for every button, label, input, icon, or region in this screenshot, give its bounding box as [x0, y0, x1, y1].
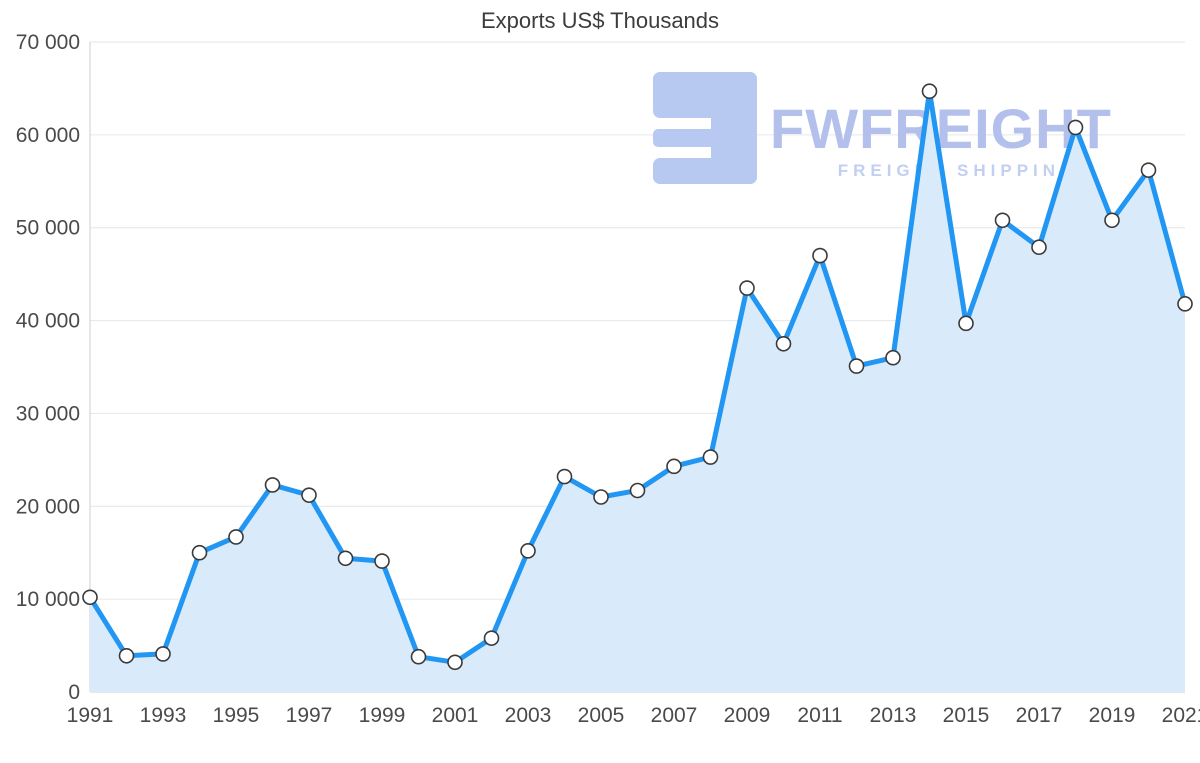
logo-top-arm — [653, 72, 757, 118]
data-point-marker — [1104, 212, 1120, 229]
axis-labels-layer: 0 10 000 20 000 30 000 40 000 50 000 60 000 70 … — [16, 31, 1200, 727]
y-axis-tick-label: 60 000 — [16, 124, 80, 147]
x-axis-tick-label: 2015 — [943, 704, 990, 727]
data-point-marker — [702, 449, 719, 465]
data-point-marker — [921, 83, 938, 100]
x-axis-tick-label: 2003 — [505, 704, 552, 727]
data-point-marker — [520, 543, 536, 559]
data-point-marker — [447, 654, 463, 671]
data-point-marker — [1031, 239, 1047, 256]
data-point-marker — [629, 482, 646, 499]
data-point-marker — [155, 646, 171, 662]
x-axis-tick-label: 2013 — [870, 704, 917, 727]
data-point-marker — [301, 487, 317, 503]
data-point-marker — [82, 589, 98, 606]
data-point-marker — [118, 647, 135, 664]
y-axis-tick-label: 10 000 — [16, 588, 80, 611]
data-point-marker — [1067, 119, 1084, 136]
x-axis-tick-label: 2005 — [578, 704, 625, 727]
x-axis-tick-label: 1995 — [213, 704, 260, 727]
y-axis-tick-label: 50 000 — [16, 217, 80, 240]
data-point-marker — [228, 529, 244, 545]
data-point-marker — [994, 212, 1011, 229]
area-fill — [90, 91, 1185, 692]
data-point-marker — [848, 358, 865, 374]
data-point-marker — [556, 468, 573, 485]
x-axis-tick-label: 2019 — [1089, 704, 1136, 727]
x-axis-tick-label: 2007 — [651, 704, 698, 727]
y-axis-tick-label: 40 000 — [16, 310, 80, 333]
data-point-marker — [1140, 162, 1157, 178]
data-point-marker — [191, 544, 208, 561]
watermark: FWFREIGHT FREIGHT SHIPPING — [653, 72, 1111, 184]
logo-bottom-arm — [653, 158, 757, 184]
y-axis-tick-label: 30 000 — [16, 402, 80, 425]
x-axis-tick-label: 2011 — [797, 704, 842, 727]
data-point-marker — [739, 280, 755, 296]
data-point-marker — [337, 550, 354, 567]
chart-title: Exports US$ Thousands — [480, 8, 720, 33]
watermark-tagline: FREIGHT SHIPPING — [838, 161, 1079, 180]
data-point-marker — [410, 648, 427, 665]
x-axis-tick-label: 1999 — [359, 704, 406, 727]
x-axis-tick-label: 2009 — [724, 704, 771, 727]
x-axis-tick-label: 2017 — [1016, 704, 1063, 727]
y-axis-tick-label: 20 000 — [16, 495, 80, 518]
data-point-marker — [1177, 296, 1193, 312]
data-point-marker — [666, 458, 682, 475]
y-axis-tick-label: 70 000 — [16, 31, 80, 54]
x-axis-tick-label: 2021 — [1162, 704, 1200, 727]
x-axis-tick-label: 2001 — [432, 704, 479, 727]
logo-middle-arm — [653, 129, 757, 147]
x-axis-tick-label: 1997 — [286, 704, 333, 727]
data-point-marker — [958, 315, 974, 332]
x-axis-tick-label: 1991 — [67, 704, 114, 727]
x-axis-tick-label: 1993 — [140, 704, 187, 727]
data-point-marker — [885, 349, 901, 366]
data-point-marker — [812, 247, 828, 264]
y-axis-tick-label: 0 — [68, 681, 80, 704]
data-point-marker — [374, 553, 390, 569]
data-point-marker — [483, 630, 500, 646]
series-layer — [82, 83, 1193, 692]
data-point-marker — [264, 477, 281, 493]
data-point-marker — [775, 335, 792, 352]
fwfreight-logo-icon — [653, 72, 757, 184]
data-point-marker — [593, 489, 609, 505]
